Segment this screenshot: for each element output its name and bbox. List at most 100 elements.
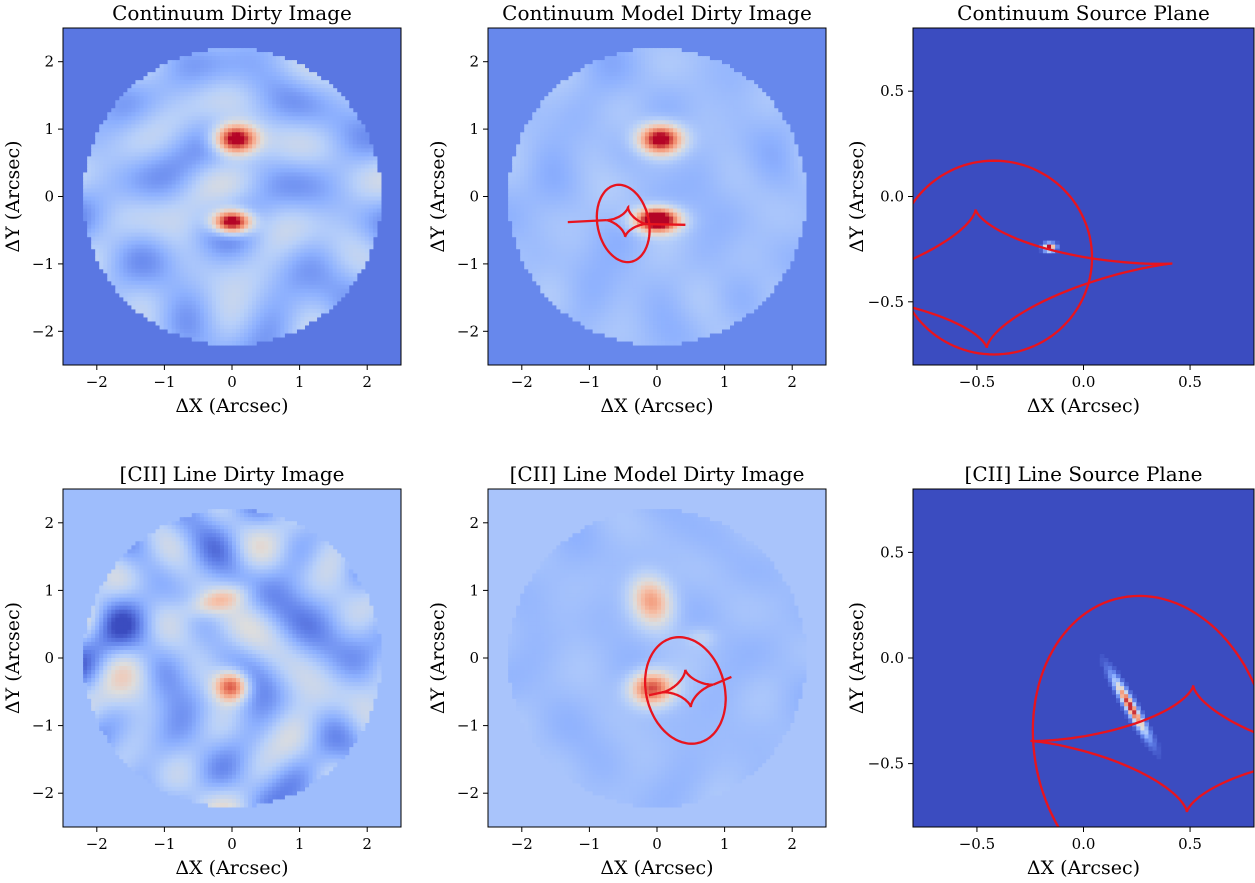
heatmap-cell [320, 304, 326, 310]
heatmap-cell [608, 56, 614, 61]
heatmap-cell [248, 196, 253, 202]
heatmap-cell [336, 296, 342, 302]
heatmap-cell [143, 172, 149, 178]
heatmap-cell [580, 76, 586, 81]
heatmap-cell [236, 320, 241, 326]
heatmap-cell [604, 80, 610, 85]
heatmap-cell [236, 96, 241, 101]
heatmap-cell [179, 280, 185, 286]
heatmap-cell [300, 88, 306, 93]
heatmap-cell [256, 256, 261, 262]
heatmap-cell [123, 220, 128, 226]
heatmap-cell [300, 76, 306, 81]
heatmap-cell [288, 64, 293, 69]
heatmap-cell [632, 76, 638, 81]
heatmap-cell [264, 180, 269, 186]
heatmap-cell [344, 152, 350, 157]
heatmap-cell [332, 200, 338, 206]
heatmap-cell [139, 116, 145, 121]
heatmap-cell [83, 184, 88, 190]
heatmap-cell [332, 260, 338, 266]
heatmap-cell [83, 180, 88, 186]
heatmap-cell [207, 324, 213, 330]
heatmap-cell [268, 192, 273, 198]
heatmap-cell [260, 56, 265, 61]
heatmap-cell [207, 276, 213, 282]
heatmap-cell [215, 72, 221, 77]
heatmap-cell [223, 148, 229, 153]
heatmap-cell [183, 252, 189, 258]
heatmap-cell [195, 80, 201, 85]
heatmap-cell [308, 120, 314, 125]
heatmap-cell [644, 100, 650, 105]
heatmap-cell [332, 244, 338, 250]
heatmap-cell [256, 200, 261, 206]
heatmap-cell [320, 140, 326, 145]
heatmap-cell [284, 200, 289, 206]
heatmap-cell [308, 204, 314, 210]
heatmap-cell [693, 80, 698, 85]
heatmap-cell [236, 152, 241, 157]
heatmap-cell [324, 108, 330, 113]
heatmap-cell [292, 88, 297, 93]
heatmap-cell [260, 244, 265, 250]
heatmap-cell [360, 156, 366, 161]
heatmap-cell [252, 208, 257, 214]
heatmap-cell [733, 92, 739, 97]
heatmap-cell [644, 92, 650, 97]
heatmap-cell [191, 92, 197, 97]
heatmap-cell [256, 100, 261, 105]
heatmap-cell [179, 256, 185, 262]
heatmap-cell [292, 68, 297, 73]
heatmap-cell [203, 336, 209, 342]
heatmap-cell [268, 124, 273, 129]
heatmap-cell [588, 92, 594, 97]
heatmap-cell [187, 212, 193, 218]
heatmap-cell [344, 276, 350, 282]
heatmap-cell [264, 200, 269, 206]
heatmap-cell [131, 148, 137, 153]
heatmap-cell [312, 224, 318, 230]
heatmap-cell [244, 60, 249, 65]
heatmap-cell [139, 232, 145, 238]
heatmap-cell [240, 60, 245, 65]
heatmap-cell [143, 168, 149, 174]
heatmap-cell [211, 304, 217, 310]
heatmap-cell [163, 292, 169, 298]
heatmap-cell [219, 152, 225, 157]
heatmap-cell [131, 92, 137, 97]
heatmap-cell [320, 80, 326, 85]
heatmap-cell [199, 168, 205, 174]
heatmap-cell [91, 148, 96, 153]
heatmap-cell [272, 60, 277, 65]
heatmap-cell [123, 164, 128, 170]
heatmap-cell [207, 212, 213, 218]
heatmap-cell [123, 140, 128, 145]
heatmap-cell [368, 208, 374, 214]
heatmap-cell [227, 188, 233, 194]
heatmap-cell [199, 212, 205, 218]
heatmap-cell [195, 180, 201, 186]
heatmap-cell [304, 304, 310, 310]
heatmap-cell [372, 192, 378, 198]
heatmap-cell [280, 264, 285, 270]
heatmap-cell [103, 120, 108, 125]
heatmap-cell [203, 244, 209, 250]
heatmap-cell [344, 120, 350, 125]
heatmap-cell [143, 288, 149, 294]
heatmap-cell [191, 104, 197, 109]
heatmap-cell [227, 140, 233, 145]
heatmap-cell [95, 256, 100, 262]
heatmap-cell [155, 196, 161, 202]
heatmap-cell [316, 96, 322, 101]
heatmap-cell [256, 108, 261, 113]
heatmap-cell [665, 88, 670, 93]
heatmap-cell [600, 68, 606, 73]
heatmap-cell [211, 168, 217, 174]
heatmap-cell [360, 196, 366, 202]
heatmap-cell [171, 184, 177, 190]
heatmap-cell [83, 176, 88, 182]
heatmap-cell [167, 300, 173, 306]
heatmap-cell [340, 152, 346, 157]
heatmap-cell [693, 84, 698, 89]
